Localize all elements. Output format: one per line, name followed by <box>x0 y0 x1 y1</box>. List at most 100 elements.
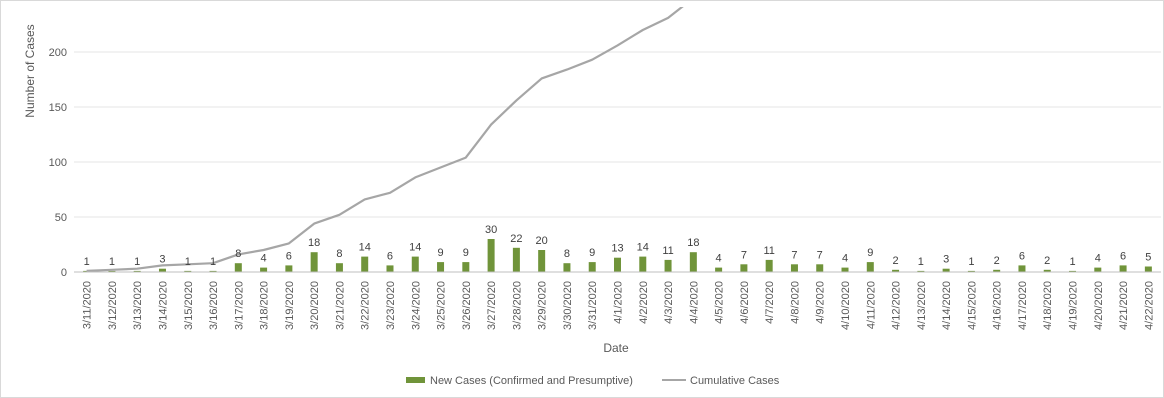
x-tick-label: 4/15/2020 <box>966 281 978 330</box>
bar <box>1144 266 1152 272</box>
x-tick-label: 3/24/2020 <box>410 281 422 330</box>
data-label: 30 <box>485 224 497 236</box>
data-label: 6 <box>1019 250 1025 262</box>
y-tick-label: 50 <box>55 212 67 224</box>
bar <box>942 268 950 272</box>
data-label: 8 <box>336 248 342 260</box>
x-tick-label: 3/17/2020 <box>233 281 245 330</box>
x-tick-label: 4/9/2020 <box>815 281 827 324</box>
x-tick-label: 3/16/2020 <box>208 281 220 330</box>
data-label: 2 <box>994 255 1000 267</box>
bar <box>260 267 268 272</box>
bar <box>588 262 596 272</box>
y-tick-label: 100 <box>49 157 67 169</box>
x-tick-label: 4/7/2020 <box>764 281 776 324</box>
x-tick-label: 4/5/2020 <box>714 281 726 324</box>
x-tick-label: 4/14/2020 <box>941 281 953 330</box>
legend: New Cases (Confirmed and Presumptive) Cum… <box>406 375 780 387</box>
data-label: 1 <box>968 256 974 268</box>
x-tick-label: 3/26/2020 <box>461 281 473 330</box>
bar <box>917 270 925 272</box>
data-label: 6 <box>1120 250 1126 262</box>
bar <box>1119 265 1127 272</box>
bar <box>1043 269 1051 272</box>
x-axis-title: Date <box>603 341 629 355</box>
line-series <box>86 7 684 272</box>
x-tick-label: 4/20/2020 <box>1093 281 1105 330</box>
data-label: 4 <box>842 253 848 265</box>
x-tick-label: 3/14/2020 <box>157 281 169 330</box>
data-label: 3 <box>159 254 165 266</box>
legend-label-cumulative: Cumulative Cases <box>690 375 780 387</box>
bar-series <box>83 239 1152 272</box>
data-label: 14 <box>409 242 421 254</box>
x-tick-label: 3/29/2020 <box>537 281 549 330</box>
x-tick-label: 3/12/2020 <box>107 281 119 330</box>
bar <box>765 259 773 272</box>
data-label: 1 <box>210 256 216 268</box>
x-tick-label: 3/15/2020 <box>183 281 195 330</box>
bar <box>790 264 798 272</box>
bar <box>614 257 621 272</box>
x-tick-label: 3/27/2020 <box>486 281 498 330</box>
bar <box>993 269 1001 272</box>
x-tick-label: 3/20/2020 <box>309 281 321 330</box>
x-tick-label: 4/22/2020 <box>1143 281 1155 330</box>
data-label: 1 <box>109 256 115 268</box>
bar <box>386 265 394 272</box>
bar <box>892 269 900 272</box>
data-label: 9 <box>867 247 873 259</box>
data-label: 7 <box>791 249 797 261</box>
data-label: 20 <box>536 235 548 247</box>
data-label: 4 <box>1095 253 1101 265</box>
data-label: 14 <box>359 242 371 254</box>
x-tick-label: 4/18/2020 <box>1042 281 1054 330</box>
bar <box>487 239 495 272</box>
x-tick-label: 3/30/2020 <box>562 281 574 330</box>
y-axis-title: Number of Cases <box>23 24 37 117</box>
x-tick-label: 3/23/2020 <box>385 281 397 330</box>
bar <box>689 252 697 272</box>
bar <box>1094 267 1102 272</box>
bar <box>866 262 874 272</box>
x-tick-label: 3/18/2020 <box>259 281 271 330</box>
bar <box>209 270 217 272</box>
data-label: 2 <box>1044 255 1050 267</box>
data-label: 9 <box>437 247 443 259</box>
bar <box>411 256 419 272</box>
bar <box>1069 270 1077 272</box>
data-label: 8 <box>235 248 241 260</box>
data-label: 7 <box>741 249 747 261</box>
cumulative-line <box>86 7 684 272</box>
bar <box>310 252 318 272</box>
data-label: 18 <box>308 237 320 249</box>
x-tick-label: 3/28/2020 <box>511 281 523 330</box>
bar <box>512 247 520 272</box>
data-label: 22 <box>510 233 522 245</box>
data-label: 5 <box>1145 252 1151 264</box>
bar <box>715 267 723 272</box>
data-label: 18 <box>687 237 699 249</box>
data-label: 1 <box>84 256 90 268</box>
data-label: 13 <box>611 243 623 255</box>
x-tick-label: 4/12/2020 <box>891 281 903 330</box>
bar <box>664 259 672 272</box>
x-tick-label: 3/11/2020 <box>82 281 94 329</box>
data-label: 6 <box>387 250 393 262</box>
x-tick-label: 4/11/2020 <box>865 281 877 329</box>
bar <box>285 265 293 272</box>
x-tick-label: 4/4/2020 <box>688 281 700 324</box>
x-tick-label: 4/1/2020 <box>613 281 625 324</box>
data-label: 9 <box>463 247 469 259</box>
x-tick-label: 4/21/2020 <box>1118 281 1130 330</box>
x-tick-label: 3/21/2020 <box>334 281 346 330</box>
bar <box>108 270 116 272</box>
x-tick-label: 4/2/2020 <box>638 281 650 324</box>
data-label: 14 <box>637 242 649 254</box>
bar <box>538 250 546 272</box>
x-tick-label: 3/22/2020 <box>360 281 372 330</box>
bar <box>816 264 824 272</box>
x-tick-label: 3/13/2020 <box>132 281 144 330</box>
